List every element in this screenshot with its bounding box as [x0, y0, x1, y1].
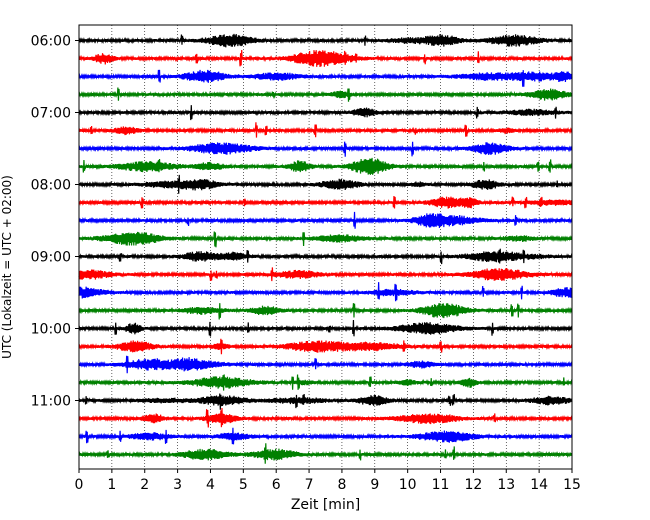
- trace-line: [78, 33, 573, 48]
- trace-line: [78, 407, 573, 428]
- x-tick-label: 1: [107, 477, 116, 493]
- trace-line: [78, 267, 573, 282]
- trace-line: [78, 69, 573, 87]
- plot-frame: [78, 24, 573, 470]
- y-tick-label: 11:00: [31, 394, 71, 410]
- y-axis-ticks: 06:00 07:00 08:00 09:00 10:00 11:00: [31, 34, 79, 410]
- x-axis-label: Zeit [min]: [291, 497, 360, 513]
- x-tick-label: 12: [464, 477, 482, 493]
- trace-line: [78, 393, 573, 410]
- x-tick-label: 14: [530, 477, 548, 493]
- x-tick-label: 9: [370, 477, 379, 493]
- trace-line: [78, 49, 573, 67]
- trace-line: [78, 248, 573, 265]
- y-tick-label: 07:00: [31, 106, 71, 122]
- x-tick-label: 15: [563, 477, 581, 493]
- x-tick-label: 7: [305, 477, 314, 493]
- trace-line: [78, 141, 573, 157]
- x-axis-ticks: 0 1 2 3 4 5 6 7 8 9 10 11 12 13 14 15: [75, 469, 581, 493]
- x-tick-label: 6: [272, 477, 281, 493]
- trace-line: [78, 319, 573, 337]
- x-tick-label: 3: [173, 477, 182, 493]
- x-tick-label: 13: [497, 477, 515, 493]
- x-tick-label: 11: [432, 477, 450, 493]
- trace-line: [78, 338, 573, 355]
- trace-line: [78, 355, 573, 374]
- y-tick-label: 08:00: [31, 178, 71, 194]
- trace-line: [78, 196, 573, 209]
- x-tick-label: 0: [75, 477, 84, 493]
- y-tick-label: 10:00: [31, 322, 71, 338]
- trace-line: [78, 87, 573, 102]
- trace-line: [78, 211, 573, 229]
- trace-line: [78, 122, 573, 138]
- trace-line: [78, 105, 573, 121]
- trace-line: [78, 374, 573, 391]
- trace-line: [78, 231, 573, 248]
- x-tick-label: 2: [140, 477, 149, 493]
- x-tick-label: 4: [206, 477, 215, 493]
- trace-group: [78, 33, 573, 464]
- y-tick-label: 09:00: [31, 250, 71, 266]
- trace-line: [78, 443, 573, 464]
- y-tick-label: 06:00: [31, 34, 71, 50]
- trace-line: [78, 303, 573, 320]
- trace-line: [78, 174, 573, 194]
- x-tick-label: 8: [337, 477, 346, 493]
- grid-lines: [111, 25, 540, 469]
- x-tick-label: 5: [239, 477, 248, 493]
- trace-line: [78, 427, 573, 445]
- trace-line: [78, 157, 573, 175]
- trace-line: [78, 282, 573, 302]
- y-axis-label: UTC (Lokalzeit = UTC + 02:00): [0, 175, 14, 359]
- x-tick-label: 10: [399, 477, 417, 493]
